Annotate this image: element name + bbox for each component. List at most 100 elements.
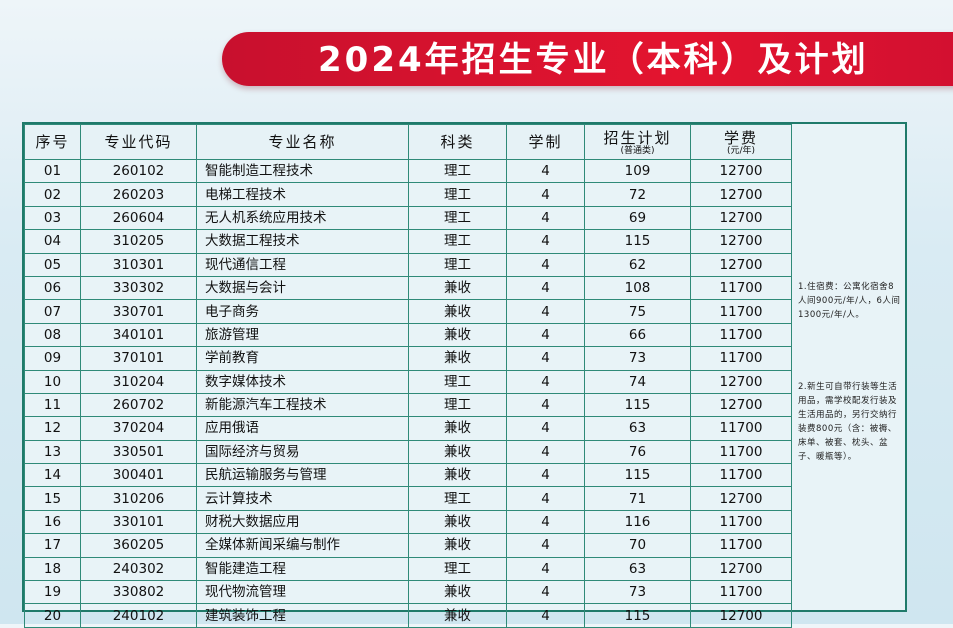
table-row: 15 310206 云计算技术 理工 4 71 12700 xyxy=(24,486,792,511)
cell-duration: 4 xyxy=(506,252,585,277)
cell-duration: 4 xyxy=(506,416,585,441)
cell-name: 智能建造工程 xyxy=(196,556,409,582)
cell-seq: 18 xyxy=(24,556,81,582)
cell-name: 云计算技术 xyxy=(196,486,409,511)
notes-column: 1.住宿费：公寓化宿舍8人间900元/年/人，6人间1300元/年/人。 2.新… xyxy=(791,124,905,610)
table-row: 04 310205 大数据工程技术 理工 4 115 12700 xyxy=(24,229,792,254)
table-row: 07 330701 电子商务 兼收 4 75 11700 xyxy=(24,299,792,324)
cell-duration: 4 xyxy=(506,509,585,535)
cell-plan: 69 xyxy=(584,205,691,231)
cell-name: 新能源汽车工程技术 xyxy=(196,392,409,418)
cell-category: 理工 xyxy=(408,205,507,231)
header-fee: 学费 (元/年) xyxy=(690,124,792,160)
cell-name: 应用俄语 xyxy=(196,416,409,441)
cell-code: 370101 xyxy=(80,346,197,371)
header-plan-sub: (普通类) xyxy=(620,145,655,156)
cell-code: 260604 xyxy=(80,205,197,231)
cell-code: 330501 xyxy=(80,439,197,465)
cell-plan: 62 xyxy=(584,252,691,277)
table-row: 18 240302 智能建造工程 理工 4 63 12700 xyxy=(24,556,792,582)
cell-seq: 13 xyxy=(24,439,81,465)
cell-category: 理工 xyxy=(408,392,507,418)
cell-plan: 72 xyxy=(584,182,691,207)
cell-fee: 11700 xyxy=(690,439,792,465)
header-plan: 招生计划 (普通类) xyxy=(584,124,691,160)
cell-seq: 01 xyxy=(24,158,81,184)
cell-code: 310205 xyxy=(80,229,197,254)
table-row: 13 330501 国际经济与贸易 兼收 4 76 11700 xyxy=(24,439,792,465)
cell-name: 电梯工程技术 xyxy=(196,182,409,207)
cell-seq: 07 xyxy=(24,299,81,324)
cell-duration: 4 xyxy=(506,486,585,511)
cell-seq: 19 xyxy=(24,580,81,605)
table-row: 19 330802 现代物流管理 兼收 4 73 11700 xyxy=(24,580,792,605)
cell-plan: 73 xyxy=(584,346,691,371)
cell-fee: 11700 xyxy=(690,275,792,301)
cell-code: 370204 xyxy=(80,416,197,441)
table-row: 08 340101 旅游管理 兼收 4 66 11700 xyxy=(24,322,792,348)
cell-duration: 4 xyxy=(506,322,585,348)
cell-seq: 06 xyxy=(24,275,81,301)
cell-fee: 11700 xyxy=(690,322,792,348)
table-row: 09 370101 学前教育 兼收 4 73 11700 xyxy=(24,346,792,371)
cell-fee: 12700 xyxy=(690,182,792,207)
cell-fee: 11700 xyxy=(690,299,792,324)
table-row: 01 260102 智能制造工程技术 理工 4 109 12700 xyxy=(24,158,792,184)
cell-duration: 4 xyxy=(506,275,585,301)
cell-category: 兼收 xyxy=(408,275,507,301)
cell-code: 340101 xyxy=(80,322,197,348)
table-row: 12 370204 应用俄语 兼收 4 63 11700 xyxy=(24,416,792,441)
cell-fee: 12700 xyxy=(690,229,792,254)
cell-duration: 4 xyxy=(506,463,585,488)
cell-name: 全媒体新闻采编与制作 xyxy=(196,533,409,558)
cell-fee: 12700 xyxy=(690,205,792,231)
cell-name: 无人机系统应用技术 xyxy=(196,205,409,231)
cell-plan: 108 xyxy=(584,275,691,301)
cell-code: 310206 xyxy=(80,486,197,511)
table-row: 17 360205 全媒体新闻采编与制作 兼收 4 70 11700 xyxy=(24,533,792,558)
cell-plan: 71 xyxy=(584,486,691,511)
cell-fee: 11700 xyxy=(690,463,792,488)
cell-category: 理工 xyxy=(408,252,507,277)
cell-code: 330101 xyxy=(80,509,197,535)
cell-category: 兼收 xyxy=(408,580,507,605)
table-row: 11 260702 新能源汽车工程技术 理工 4 115 12700 xyxy=(24,392,792,418)
cell-category: 兼收 xyxy=(408,463,507,488)
cell-fee: 11700 xyxy=(690,580,792,605)
cell-category: 兼收 xyxy=(408,439,507,465)
cell-seq: 17 xyxy=(24,533,81,558)
cell-plan: 73 xyxy=(584,580,691,605)
cell-category: 兼收 xyxy=(408,509,507,535)
cell-plan: 75 xyxy=(584,299,691,324)
cell-category: 理工 xyxy=(408,556,507,582)
cell-seq: 14 xyxy=(24,463,81,488)
cell-fee: 11700 xyxy=(690,416,792,441)
cell-name: 大数据工程技术 xyxy=(196,229,409,254)
cell-fee: 12700 xyxy=(690,369,792,394)
cell-plan: 63 xyxy=(584,556,691,582)
cell-duration: 4 xyxy=(506,182,585,207)
cell-category: 兼收 xyxy=(408,346,507,371)
cell-fee: 11700 xyxy=(690,533,792,558)
note-supplies: 2.新生可自带行装等生活用品，需学校配发行装及生活用品的，另行交纳行装费800元… xyxy=(798,382,898,462)
cell-name: 民航运输服务与管理 xyxy=(196,463,409,488)
cell-seq: 09 xyxy=(24,346,81,371)
cell-plan: 115 xyxy=(584,463,691,488)
cell-duration: 4 xyxy=(506,439,585,465)
cell-name: 现代物流管理 xyxy=(196,580,409,605)
cell-category: 理工 xyxy=(408,229,507,254)
cell-code: 260102 xyxy=(80,158,197,184)
cell-category: 理工 xyxy=(408,158,507,184)
enrollment-plan-table: 序号 专业代码 专业名称 科类 学制 招生计划 (普通类) 学费 (元/年) 0… xyxy=(24,124,792,628)
cell-plan: 109 xyxy=(584,158,691,184)
cell-code: 260702 xyxy=(80,392,197,418)
cell-name: 智能制造工程技术 xyxy=(196,158,409,184)
cell-category: 理工 xyxy=(408,369,507,394)
cell-code: 310301 xyxy=(80,252,197,277)
cell-duration: 4 xyxy=(506,533,585,558)
cell-duration: 4 xyxy=(506,205,585,231)
table-row: 10 310204 数字媒体技术 理工 4 74 12700 xyxy=(24,369,792,394)
cell-plan: 74 xyxy=(584,369,691,394)
cell-name: 国际经济与贸易 xyxy=(196,439,409,465)
cell-seq: 03 xyxy=(24,205,81,231)
